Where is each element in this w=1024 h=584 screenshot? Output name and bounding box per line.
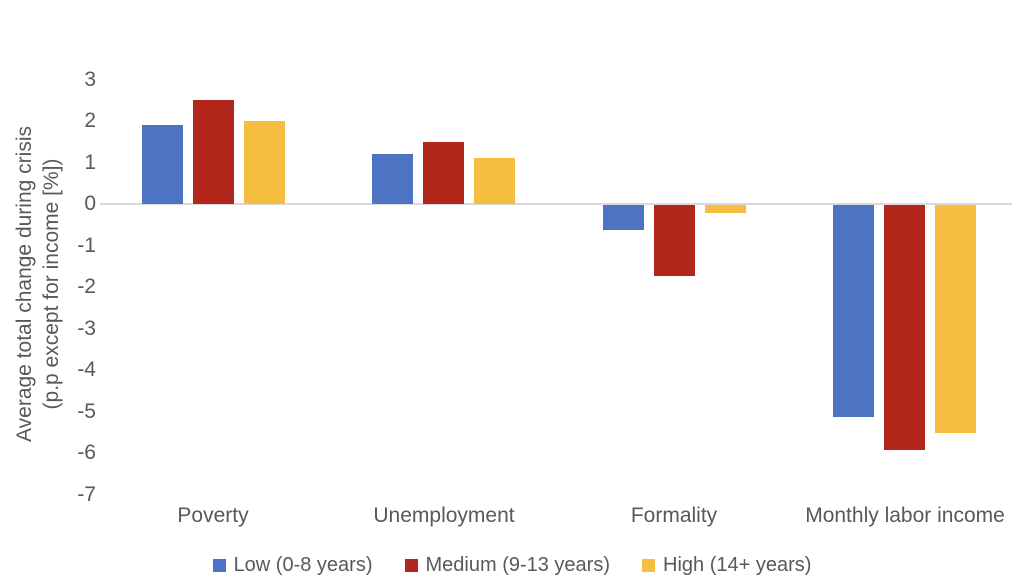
- y-axis-title-line1: Average total change during crisis: [13, 126, 36, 442]
- zero-axis-line: [100, 203, 1012, 205]
- legend-item: Low (0-8 years): [212, 553, 373, 577]
- y-tick-label: -4: [77, 358, 96, 381]
- legend: Low (0-8 years) Medium (9-13 years) High (…: [0, 550, 1024, 580]
- legend-label: Medium (9-13 years): [425, 553, 611, 576]
- legend-item: Medium (9-13 years): [404, 553, 611, 577]
- y-tick-label: 3: [84, 67, 96, 91]
- y-tick-label: -6: [77, 441, 96, 464]
- y-tick-label: -5: [77, 399, 96, 423]
- legend-label: High (14+ years): [663, 553, 812, 576]
- x-category-label: Formality: [630, 504, 718, 527]
- bar: [833, 205, 874, 417]
- y-tick-label: -3: [77, 316, 96, 340]
- y-tick-label: -2: [77, 275, 96, 298]
- y-tick-label: -1: [77, 233, 96, 257]
- legend-label: Low (0-8 years): [233, 553, 373, 576]
- bar: [654, 205, 695, 276]
- bar: [705, 205, 746, 214]
- x-category-label: Poverty: [177, 504, 249, 527]
- legend-item: High (14+ years): [642, 554, 811, 577]
- bar: [474, 158, 515, 204]
- y-tick-label: -7: [77, 482, 96, 506]
- bar: [244, 121, 285, 204]
- bar: [193, 100, 234, 204]
- y-tick-label: 2: [84, 109, 96, 132]
- x-category-label: Monthly labor income: [805, 504, 1005, 527]
- bar: [142, 125, 183, 204]
- legend-swatch-icon: [404, 558, 418, 572]
- y-tick-label: 0: [84, 192, 96, 215]
- bar: [423, 141, 464, 204]
- bar: [935, 205, 976, 434]
- bar: [372, 154, 413, 204]
- x-category-label: Unemployment: [373, 504, 515, 527]
- legend-swatch-icon: [212, 558, 226, 572]
- bar: [603, 205, 644, 230]
- bar: [884, 205, 925, 450]
- y-tick-label: 1: [84, 150, 96, 174]
- legend-swatch-icon: [642, 558, 656, 572]
